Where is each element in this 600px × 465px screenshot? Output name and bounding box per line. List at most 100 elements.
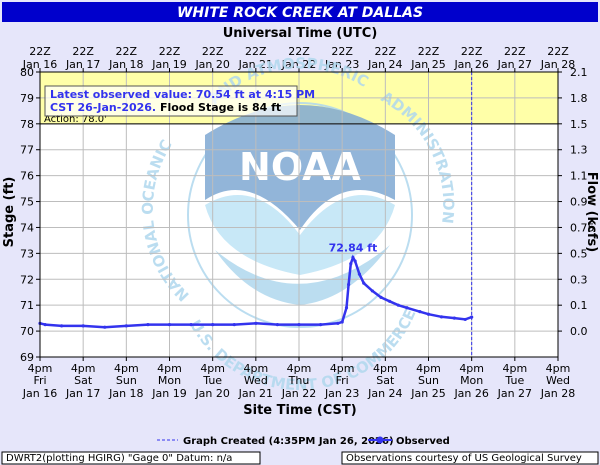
top-tick-date-1: Jan 17: [65, 58, 100, 71]
bottom-tick-time-1: 4pm: [71, 362, 96, 375]
series-observed-point-4: [103, 325, 107, 329]
info-line-2-flood: Flood Stage is 84 ft: [156, 101, 281, 114]
bottom-tick-day-3: Mon: [158, 374, 181, 387]
series-observed-point-19: [349, 262, 353, 266]
bottom-tick-day-0: Fri: [33, 374, 46, 387]
top-tick-date-2: Jan 18: [108, 58, 143, 71]
right-tick-label-9: 1.8: [570, 92, 588, 105]
footer-left-box: [1, 451, 261, 465]
series-observed-point-11: [254, 321, 258, 325]
bottom-tick-date-4: Jan 20: [194, 387, 229, 400]
peak-label: 72.84 ft: [329, 242, 378, 255]
series-observed-point-22: [357, 272, 362, 276]
bottom-tick-day-7: Fri: [336, 374, 349, 387]
top-tick-label-2: 22Z: [116, 45, 138, 58]
left-axis-ticks: 69 70 71 72 73 74 75 76 77 78 79 80: [20, 66, 40, 364]
bottom-tick-date-6: Jan 22: [281, 387, 316, 400]
right-tick-label-5: 0.9: [570, 196, 588, 209]
chart-title: WHITE ROCK CREEK AT DALLAS: [177, 5, 423, 21]
top-tick-label-9: 22Z: [418, 45, 440, 58]
top-tick-date-4: Jan 20: [194, 58, 229, 71]
y-axis-title: Stage (ft): [2, 177, 17, 248]
bottom-tick-time-4: 4pm: [200, 362, 225, 375]
bottom-tick-time-8: 4pm: [373, 362, 398, 375]
footer-left-text: DWRT2(plotting HGIRG) "Gage 0" Datum: n/…: [6, 453, 232, 464]
info-box: [44, 85, 298, 117]
bottom-tick-day-2: Sun: [116, 374, 137, 387]
bottom-tick-day-12: Wed: [546, 374, 570, 387]
series-observed-point-2: [59, 324, 64, 328]
bottom-tick-date-3: Jan 19: [151, 387, 186, 400]
series-observed-point-30: [426, 312, 431, 316]
top-tick-date-3: Jan 19: [151, 58, 186, 71]
legend-created-label: Graph Created (4:35PM Jan 26, 2026): [183, 436, 394, 447]
right-tick-label-7: 1.3: [570, 144, 588, 157]
bottom-tick-day-6: Thu: [288, 374, 310, 387]
bottom-tick-time-3: 4pm: [157, 362, 182, 375]
info-line-1: Latest observed value: 70.54 ft at 4:15 …: [50, 88, 315, 101]
bottom-tick-day-11: Tue: [504, 374, 524, 387]
series-observed-points: [38, 255, 474, 329]
series-observed-point-33: [463, 317, 467, 322]
left-tick-label-0: 69: [20, 351, 34, 364]
right-tick-label-4: 0.75: [570, 221, 595, 234]
right-tick-label-3: 0.5: [570, 247, 588, 260]
bottom-tick-day-9: Sun: [418, 374, 439, 387]
left-tick-label-11: 80: [20, 66, 34, 79]
right-tick-label-10: 2.1: [570, 66, 588, 79]
title-bar: [2, 2, 598, 22]
top-tick-label-11: 22Z: [504, 45, 526, 58]
bottom-tick-time-7: 4pm: [330, 362, 355, 375]
bottom-tick-date-8: Jan 24: [367, 387, 402, 400]
left-tick-label-9: 78: [20, 118, 34, 131]
top-tick-label-1: 22Z: [72, 45, 94, 58]
series-observed-point-10: [232, 323, 236, 327]
watermark-sky: [205, 105, 395, 230]
top-tick-date-7: Jan 23: [324, 58, 359, 71]
watermark-logo-text: NOAA: [239, 145, 361, 189]
top-tick-label-3: 22Z: [159, 45, 181, 58]
right-tick-label-0: 0.0: [570, 325, 588, 338]
series-observed-point-34: [470, 315, 474, 319]
right-tick-label-8: 1.5: [570, 118, 588, 131]
bottom-tick-date-7: Jan 23: [324, 387, 359, 400]
footer-right-box: [341, 451, 599, 465]
series-observed-point-16: [340, 320, 344, 324]
bottom-tick-date-12: Jan 28: [540, 387, 575, 400]
bottom-tick-time-5: 4pm: [243, 362, 268, 375]
top-tick-label-4: 22Z: [202, 45, 224, 58]
series-observed-point-31: [439, 315, 444, 319]
bottom-tick-day-10: Mon: [460, 374, 483, 387]
info-line-2-date: CST 26-Jan-2026.: [50, 101, 156, 114]
right-tick-label-6: 1.1: [570, 170, 588, 183]
y-axis-right-title: Flow (kcfs): [584, 172, 599, 252]
series-observed-point-12: [275, 323, 280, 327]
series-observed-point-15: [336, 321, 340, 325]
top-tick-date-0: Jan 16: [22, 58, 57, 71]
watermark-wave: [215, 245, 390, 305]
series-observed-point-27: [396, 303, 400, 307]
legend-observed-label: Observed: [396, 436, 450, 447]
series-observed-point-7: [167, 323, 172, 327]
series-observed-point-20: [351, 255, 355, 260]
watermark-bird: [205, 195, 395, 275]
series-observed-point-29: [418, 310, 422, 314]
series-observed-point-5: [124, 324, 128, 328]
bottom-tick-day-1: Sat: [74, 374, 93, 387]
top-axis-title: Universal Time (UTC): [223, 26, 378, 41]
left-tick-label-8: 77: [20, 144, 34, 157]
top-tick-label-12: 22Z: [547, 45, 569, 58]
series-observed-point-21: [353, 259, 357, 263]
bottom-tick-date-2: Jan 18: [108, 387, 143, 400]
top-tick-date-11: Jan 27: [497, 58, 532, 71]
series-observed-point-18: [347, 282, 351, 287]
series-observed-point-24: [370, 289, 374, 293]
legend-observed-marker: [376, 436, 384, 444]
right-tick-label-1: 0.1: [570, 299, 588, 312]
top-tick-date-6: Jan 22: [281, 58, 316, 71]
bottom-tick-day-8: Sat: [376, 374, 395, 387]
bottom-tick-date-5: Jan 21: [238, 387, 273, 400]
bottom-axis-title: Site Time (CST): [243, 403, 356, 418]
action-stage-label: Action: 78.0': [44, 114, 107, 125]
